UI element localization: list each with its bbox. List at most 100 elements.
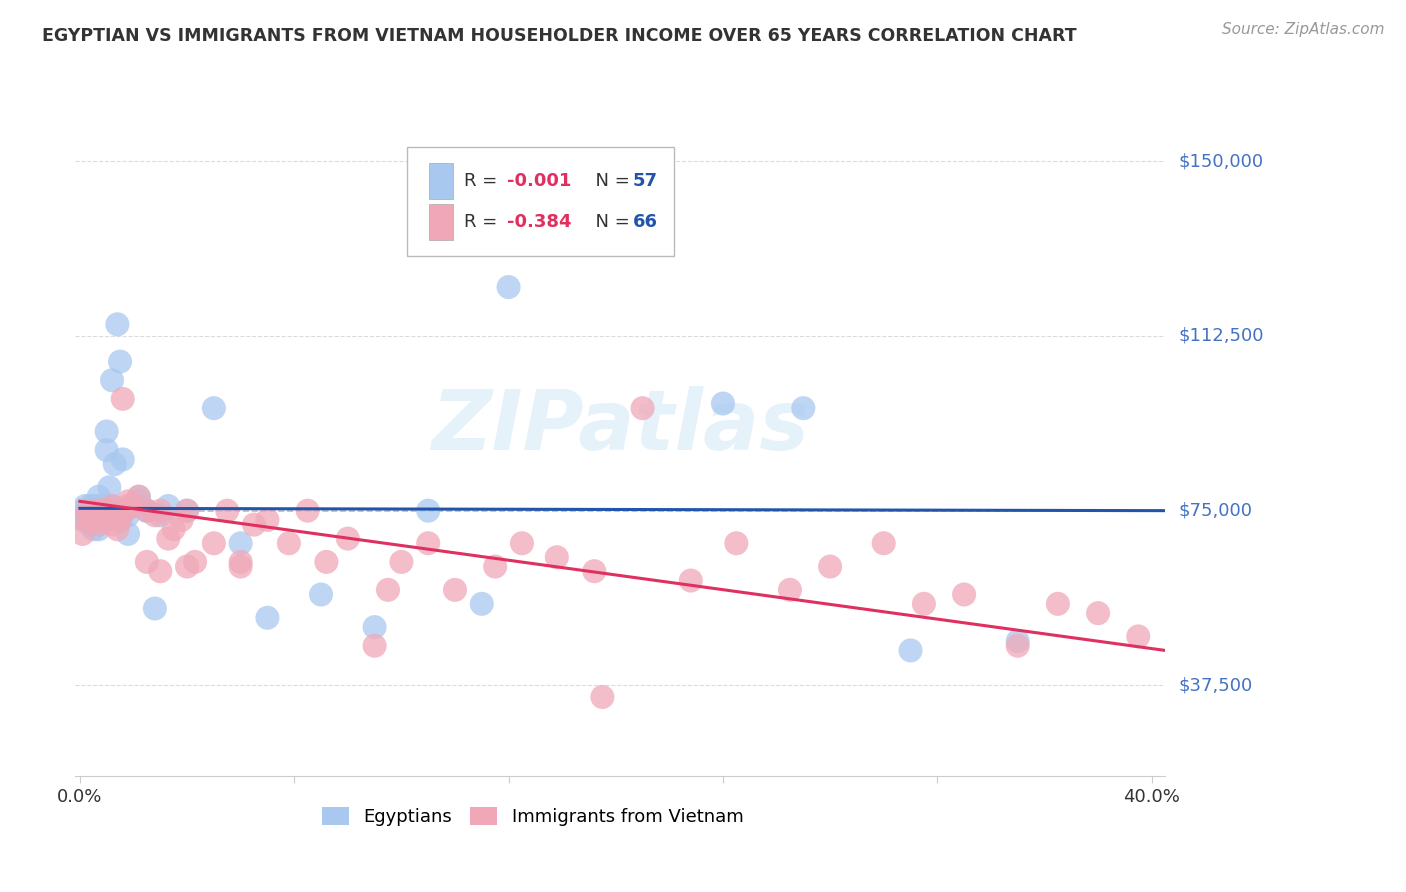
Text: $112,500: $112,500 [1180, 327, 1264, 345]
Point [363, 639, 385, 653]
Point [725, 536, 748, 550]
Point [418, 503, 440, 517]
Point [101, 499, 124, 513]
Point [96, 508, 118, 523]
FancyBboxPatch shape [429, 162, 453, 199]
Text: $75,000: $75,000 [1180, 501, 1253, 520]
Point [108, 513, 131, 527]
Point [309, 587, 332, 601]
Point [135, 503, 157, 517]
Point [77, 503, 100, 517]
Point [72, 513, 94, 527]
Point [163, 522, 186, 536]
Point [176, 503, 198, 517]
Point [135, 503, 157, 517]
Point [418, 536, 440, 550]
Point [122, 499, 145, 513]
Point [143, 601, 166, 615]
Point [101, 499, 124, 513]
Point [108, 513, 131, 527]
Point [792, 401, 814, 416]
Point [818, 559, 841, 574]
Point [79, 499, 101, 513]
Text: N =: N = [583, 213, 636, 231]
Point [149, 564, 172, 578]
Point [72, 503, 94, 517]
Point [1046, 597, 1069, 611]
Point [79, 517, 101, 532]
Point [79, 508, 101, 523]
Point [96, 425, 118, 439]
Point [128, 494, 150, 508]
Point [98, 503, 121, 517]
Point [105, 522, 128, 536]
Point [82, 503, 104, 517]
Point [679, 574, 702, 588]
Point [315, 555, 337, 569]
Text: Source: ZipAtlas.com: Source: ZipAtlas.com [1222, 22, 1385, 37]
Text: N =: N = [583, 172, 636, 190]
Point [128, 490, 150, 504]
Point [1007, 639, 1029, 653]
Point [149, 508, 172, 523]
Point [256, 611, 278, 625]
Point [77, 513, 100, 527]
Point [117, 499, 139, 513]
Point [90, 503, 112, 517]
Point [912, 597, 935, 611]
Point [484, 559, 506, 574]
Point [84, 508, 107, 523]
Point [75, 499, 97, 513]
Point [84, 499, 107, 513]
Point [578, 163, 600, 178]
Point [105, 318, 128, 332]
Point [631, 401, 654, 416]
Point [84, 517, 107, 532]
Legend: Egyptians, Immigrants from Vietnam: Egyptians, Immigrants from Vietnam [315, 800, 751, 833]
Point [101, 373, 124, 387]
Point [297, 503, 319, 517]
Text: -0.001: -0.001 [508, 172, 572, 190]
Point [444, 582, 467, 597]
Point [779, 582, 801, 597]
Point [157, 532, 180, 546]
Point [277, 536, 299, 550]
Point [135, 555, 157, 569]
Point [98, 480, 121, 494]
Point [111, 392, 134, 406]
Point [873, 536, 896, 550]
Point [229, 536, 252, 550]
Text: R =: R = [464, 172, 503, 190]
Point [510, 536, 533, 550]
Point [243, 517, 266, 532]
Point [87, 522, 110, 536]
Point [217, 503, 239, 517]
Point [87, 503, 110, 517]
Point [111, 452, 134, 467]
Point [84, 503, 107, 517]
Text: ZIPatlas: ZIPatlas [430, 386, 808, 467]
Point [176, 503, 198, 517]
Point [90, 499, 112, 513]
Point [90, 508, 112, 523]
Point [93, 513, 115, 527]
Point [82, 513, 104, 527]
Point [104, 503, 127, 517]
FancyBboxPatch shape [429, 204, 453, 240]
Point [176, 559, 198, 574]
Point [184, 555, 207, 569]
Text: R =: R = [464, 213, 503, 231]
Text: 66: 66 [633, 213, 658, 231]
Point [229, 559, 252, 574]
Point [135, 503, 157, 517]
Point [90, 503, 112, 517]
Point [1128, 629, 1150, 643]
Point [96, 443, 118, 458]
Point [471, 597, 494, 611]
Point [202, 536, 225, 550]
Point [389, 555, 412, 569]
Point [591, 690, 613, 704]
Point [82, 513, 104, 527]
Point [149, 503, 172, 517]
Point [143, 508, 166, 523]
